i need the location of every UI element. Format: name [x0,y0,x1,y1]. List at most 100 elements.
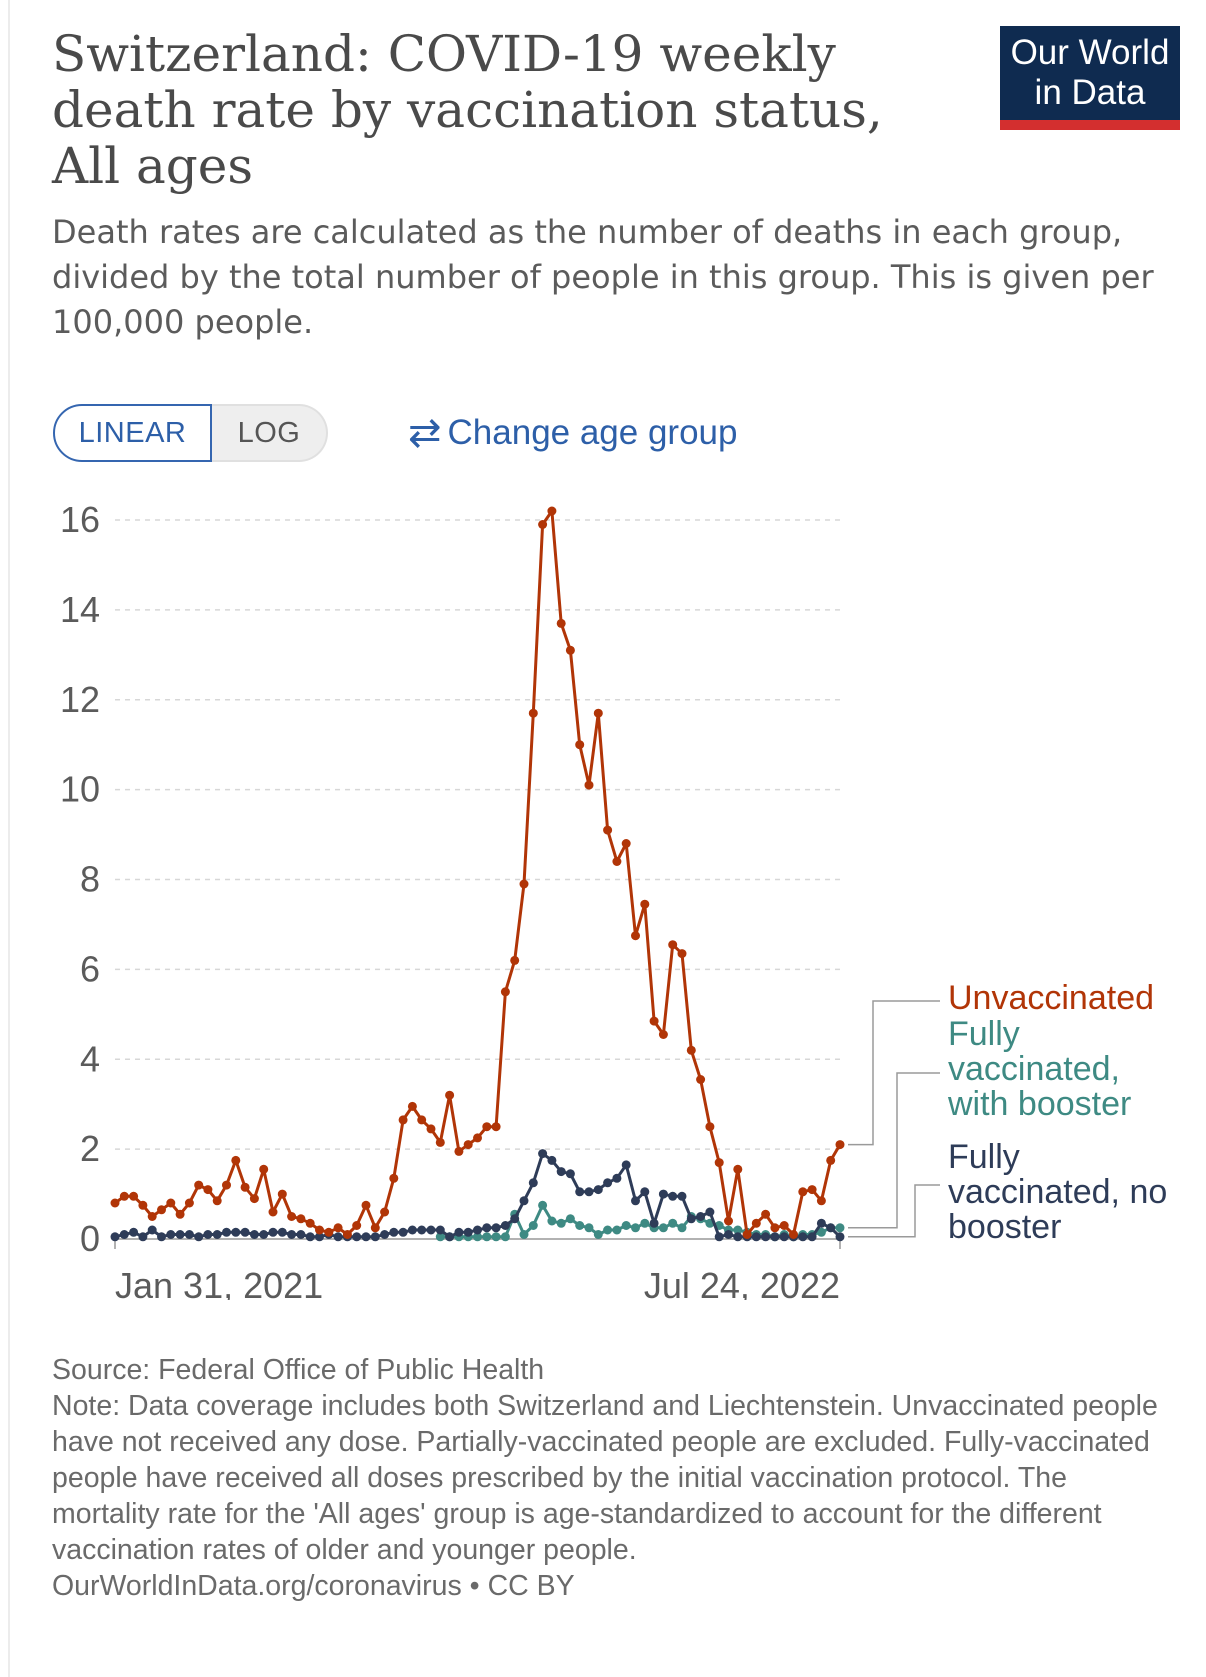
data-point[interactable] [445,1090,455,1100]
data-point[interactable] [621,839,631,848]
data-point[interactable] [677,1191,687,1201]
data-point[interactable] [184,1230,194,1239]
data-point[interactable] [352,1232,362,1242]
data-point[interactable] [677,949,687,959]
data-point[interactable] [751,1232,761,1242]
license-link[interactable]: CC BY [487,1570,575,1602]
data-point[interactable] [129,1191,139,1201]
data-point[interactable] [519,879,529,889]
data-point[interactable] [287,1230,297,1239]
data-point[interactable] [231,1155,241,1165]
data-point[interactable] [175,1209,185,1219]
data-point[interactable] [435,1225,445,1235]
data-point[interactable] [268,1207,278,1217]
data-point[interactable] [435,1232,445,1242]
data-point[interactable] [724,1230,733,1239]
data-point[interactable] [287,1212,297,1221]
data-point[interactable] [798,1187,808,1197]
data-point[interactable] [138,1232,148,1242]
data-point[interactable] [603,1178,613,1188]
data-point[interactable] [826,1223,836,1233]
data-point[interactable] [129,1227,139,1237]
data-point[interactable] [677,1223,687,1233]
data-point[interactable] [389,1173,399,1183]
data-point[interactable] [342,1230,352,1239]
data-point[interactable] [463,1140,473,1150]
data-point[interactable] [668,1191,678,1201]
data-point[interactable] [714,1158,724,1168]
data-point[interactable] [482,1232,492,1242]
data-point[interactable] [547,1155,557,1165]
data-point[interactable] [333,1232,343,1242]
data-point[interactable] [835,1232,845,1242]
data-point[interactable] [640,1187,650,1197]
data-point[interactable] [454,1146,464,1156]
legend-label-no_booster[interactable]: Fully vaccinated, no booster [948,1138,1167,1246]
data-point[interactable] [528,1178,538,1188]
data-point[interactable] [315,1232,324,1242]
data-point[interactable] [110,1232,120,1242]
series-line[interactable] [440,1203,840,1239]
data-point[interactable] [751,1218,761,1228]
data-point[interactable] [249,1230,259,1239]
data-point[interactable] [222,1180,231,1190]
data-point[interactable] [212,1230,222,1239]
data-point[interactable] [370,1223,380,1233]
data-point[interactable] [249,1194,259,1204]
data-point[interactable] [147,1212,157,1221]
data-point[interactable] [528,708,538,718]
data-point[interactable] [482,1223,492,1233]
data-point[interactable] [194,1180,204,1190]
data-point[interactable] [724,1216,733,1226]
data-point[interactable] [352,1221,362,1230]
data-point[interactable] [157,1232,166,1242]
data-point[interactable] [398,1227,408,1237]
data-point[interactable] [593,1230,603,1239]
data-point[interactable] [510,955,520,965]
data-point[interactable] [816,1196,826,1206]
data-point[interactable] [482,1122,492,1132]
data-point[interactable] [194,1232,204,1242]
data-point[interactable] [584,1223,594,1233]
data-point[interactable] [631,1196,640,1206]
data-point[interactable] [565,1169,575,1179]
data-point[interactable] [175,1230,185,1239]
data-point[interactable] [491,1223,501,1233]
change-age-group-button[interactable]: ⇄ Change age group [408,405,737,461]
data-point[interactable] [770,1232,780,1242]
data-point[interactable] [370,1232,380,1242]
data-point[interactable] [658,1189,668,1199]
data-point[interactable] [565,1214,575,1224]
data-point[interactable] [593,1185,603,1195]
data-point[interactable] [473,1133,482,1143]
data-point[interactable] [538,1200,548,1210]
data-point[interactable] [631,931,640,941]
data-point[interactable] [147,1225,157,1235]
data-point[interactable] [519,1196,529,1206]
data-point[interactable] [705,1122,715,1132]
data-point[interactable] [835,1223,845,1233]
data-point[interactable] [380,1230,390,1239]
data-point[interactable] [621,1160,631,1170]
data-point[interactable] [612,1225,622,1235]
series-line[interactable] [114,509,842,1236]
data-point[interactable] [696,1212,706,1221]
data-point[interactable] [417,1225,427,1235]
data-point[interactable] [380,1207,390,1217]
data-point[interactable] [500,1232,510,1242]
data-point[interactable] [621,1221,631,1230]
data-point[interactable] [296,1214,306,1224]
data-point[interactable] [166,1230,176,1239]
data-point[interactable] [584,780,594,790]
data-point[interactable] [826,1155,836,1165]
data-point[interactable] [361,1232,371,1242]
data-point[interactable] [686,1045,696,1055]
data-point[interactable] [640,899,650,909]
data-point[interactable] [603,825,613,835]
data-point[interactable] [649,1218,659,1228]
legend-label-unvaccinated[interactable]: Unvaccinated [948,979,1154,1017]
data-point[interactable] [556,618,566,628]
data-point[interactable] [733,1164,743,1174]
data-point[interactable] [119,1230,129,1239]
data-point[interactable] [816,1218,826,1228]
